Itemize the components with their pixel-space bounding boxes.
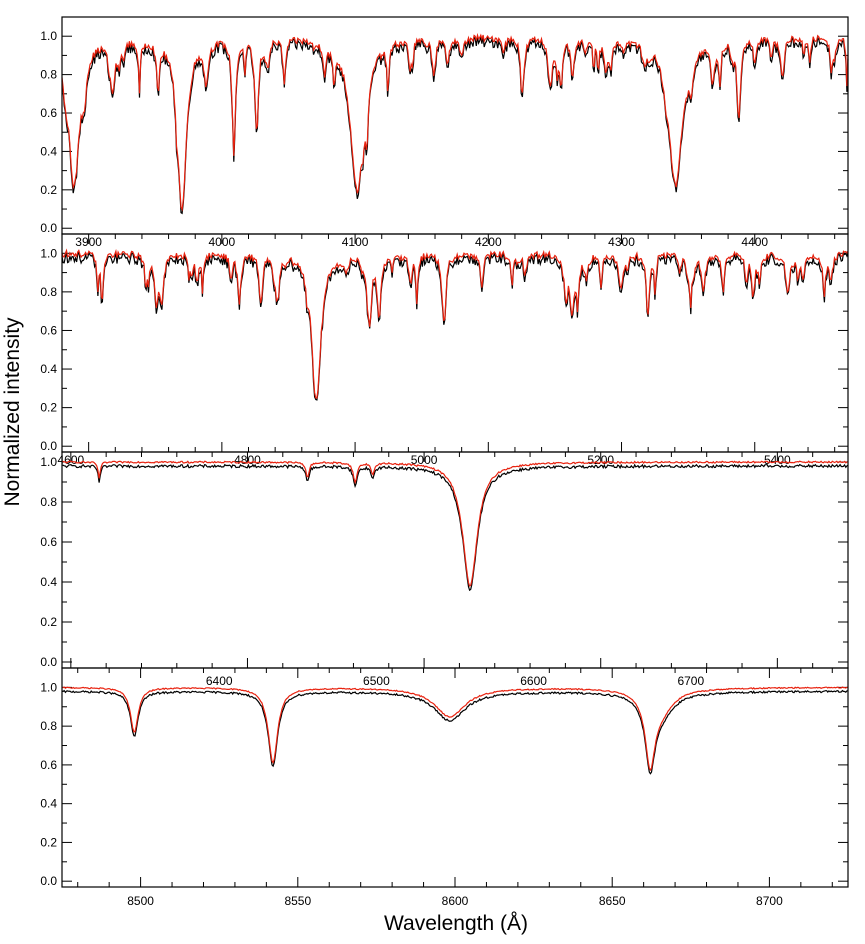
y-axis-title: Normalized intensity [1, 317, 24, 507]
y-tick-label: 0.0 [40, 874, 57, 888]
y-tick-label: 1.0 [40, 455, 57, 469]
x-tick-label: 8650 [599, 894, 626, 908]
x-tick-label: 8550 [284, 894, 311, 908]
y-tick-label: 1.0 [40, 29, 57, 43]
y-tick-label: 0.4 [40, 362, 57, 376]
spectrum-panel-2: 0.0 0.2 0.4 0.6 0.8 1.0 3900 4000 4100 4200 4300 44… [40, 233, 849, 453]
y-tick-label: 0.0 [40, 221, 57, 235]
spectrum-panel-4: 0.0 0.2 0.4 0.6 0.8 1.0 8500 8550 8600 8650 8700 64… [40, 667, 849, 908]
model-spectrum-line [61, 32, 849, 212]
y-tick-label: 0.2 [40, 835, 57, 849]
x-tick-label: 3900 [75, 235, 102, 249]
observed-spectrum-line [61, 250, 849, 401]
x-axis-title: Wavelength (Å) [384, 912, 528, 935]
y-tick-label: 1.0 [40, 680, 57, 694]
y-tick-label: 1.0 [40, 246, 57, 260]
y-tick-label: 0.0 [40, 439, 57, 453]
spectrum-panel-1: 0.0 0.2 0.4 0.6 0.8 1.0 [40, 16, 849, 235]
y-tick-label: 0.4 [40, 144, 57, 158]
y-tick-label: 0.6 [40, 758, 57, 772]
y-tick-label: 0.4 [40, 797, 57, 811]
x-tick-label: 4800 [234, 453, 261, 467]
panels-layer: 0.0 0.2 0.4 0.6 0.8 1.0 0.0 0.2 0.4 0.6 0.8 1.0 3900… [40, 16, 849, 908]
top-x-tick-label: 6700 [677, 674, 704, 688]
y-tick-label: 0.2 [40, 401, 57, 415]
x-tick-label: 8500 [127, 894, 154, 908]
top-x-tick-label: 6600 [520, 674, 547, 688]
panel-frame [61, 667, 849, 888]
panel-frame [61, 451, 849, 669]
x-tick-label: 8600 [442, 894, 469, 908]
spectrum-panel-3: 0.00.20.40.60.81.0 4600 4800 5000 5200 5400 [40, 451, 849, 669]
panel-frame [61, 233, 849, 453]
observed-spectrum-line [61, 35, 849, 215]
y-tick-label: 0.6 [40, 323, 57, 337]
model-spectrum-line [61, 460, 849, 587]
x-tick-label: 8700 [756, 894, 783, 908]
y-tick-label: 0.8 [40, 285, 57, 299]
x-tick-label: 5400 [764, 453, 791, 467]
x-tick-label: 5000 [411, 453, 438, 467]
x-tick-label: 4100 [342, 235, 369, 249]
observed-spectrum-line [61, 689, 849, 775]
y-tick-label: 0.4 [40, 575, 57, 589]
top-x-tick-label: 6400 [206, 674, 233, 688]
y-tick-label: 0.8 [40, 719, 57, 733]
y-tick-label: 0.0 [40, 655, 57, 669]
y-tick-label: 0.8 [40, 495, 57, 509]
y-tick-label: 0.6 [40, 535, 57, 549]
observed-spectrum-line [62, 463, 849, 592]
y-tick-label: 0.2 [40, 183, 57, 197]
x-tick-label: 4300 [608, 235, 635, 249]
y-tick-label: 0.6 [40, 106, 57, 120]
model-spectrum-line [61, 248, 849, 399]
y-tick-label: 0.8 [40, 68, 57, 82]
x-tick-label: 4400 [741, 235, 768, 249]
y-tick-label: 0.2 [40, 615, 57, 629]
x-tick-label: 4200 [475, 235, 502, 249]
model-spectrum-line [61, 686, 849, 772]
x-tick-label: 4000 [209, 235, 236, 249]
top-x-tick-label: 6500 [363, 674, 390, 688]
